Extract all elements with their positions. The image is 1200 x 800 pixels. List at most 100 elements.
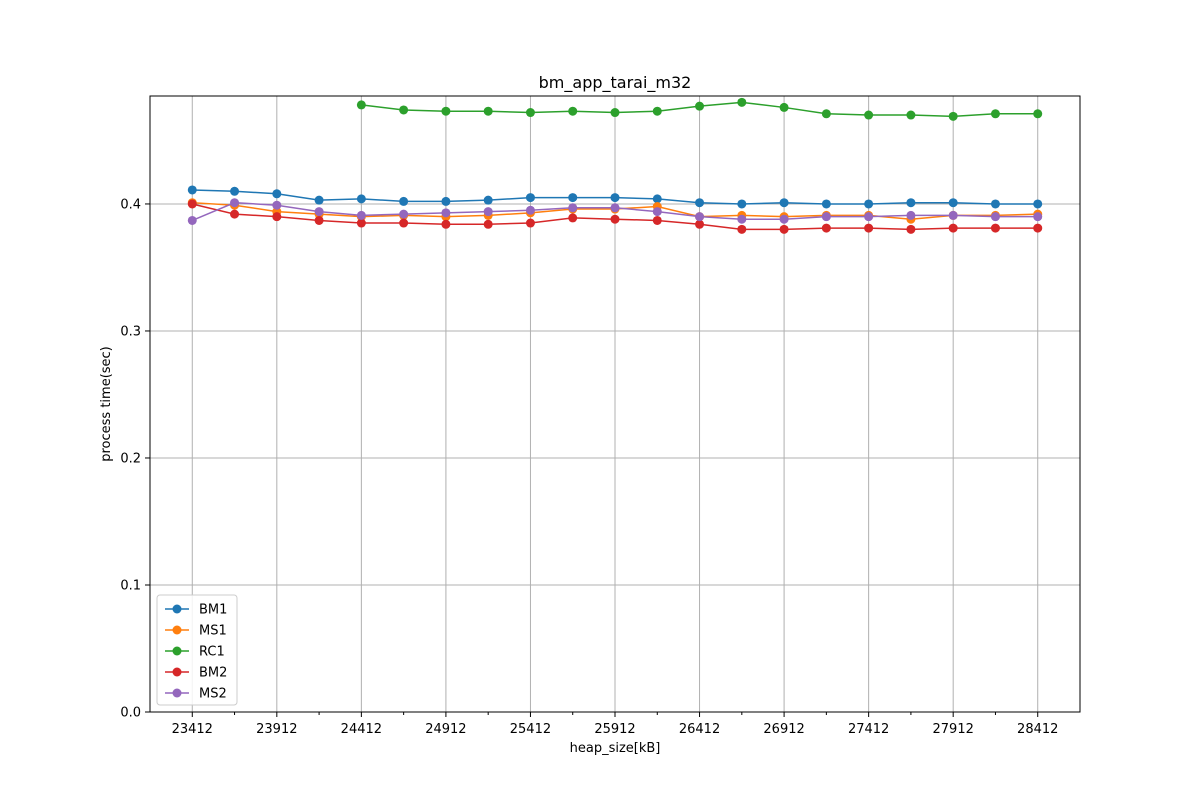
data-point [441,196,451,206]
x-tick-label: 25412 [510,722,551,737]
legend-item: MS1 [165,624,227,639]
data-point [525,108,535,118]
y-tick-label: 0.0 [120,706,141,721]
data-point [610,193,620,203]
data-point [525,193,535,203]
data-point [483,106,493,116]
legend-label: RC1 [199,645,225,660]
data-point [737,224,747,234]
y-tick-label: 0.4 [120,197,141,212]
data-point [399,105,409,115]
data-point [272,212,282,222]
data-point [1033,223,1043,233]
legend-marker [172,646,182,656]
data-point [610,214,620,224]
legend-item: RC1 [165,645,225,660]
data-point [990,199,1000,209]
data-point [525,218,535,228]
y-axis-ticks: 0.0 0.1 0.2 0.3 0.4 [120,197,150,721]
data-point [779,198,789,208]
chart-title: bm_app_tarai_m32 [539,73,692,93]
data-point [695,198,705,208]
data-point [1033,109,1043,119]
series-rc1 [356,97,1043,121]
y-tick-label: 0.1 [120,578,141,593]
x-tick-label: 27412 [848,722,889,737]
x-axis-ticks: 23412 23912 24412 24912 25412 25912 26412 26912… [172,712,1058,737]
data-point [737,214,747,224]
x-tick-label: 26412 [679,722,720,737]
legend-item: BM1 [165,603,227,618]
data-point [779,214,789,224]
data-point [314,195,324,205]
y-tick-label: 0.3 [120,324,141,339]
data-point [610,108,620,118]
data-point [314,207,324,217]
legend-marker [172,625,182,635]
x-tick-label: 25912 [594,722,635,737]
y-axis-label: process time(sec) [99,346,114,462]
data-point [272,189,282,199]
data-point [821,212,831,222]
data-point [568,193,578,203]
data-point [948,210,958,220]
data-point [864,199,874,209]
data-point [441,106,451,116]
data-point [652,194,662,204]
x-tick-label: 27912 [933,722,974,737]
data-point [441,208,451,218]
data-point [610,203,620,213]
x-axis-label: heap_size[kB] [570,741,661,756]
data-point [948,223,958,233]
legend-marker [172,604,182,614]
data-point [948,198,958,208]
legend-marker [172,667,182,677]
data-point [356,194,366,204]
data-point [906,210,916,220]
data-point [821,109,831,119]
data-point [399,209,409,219]
data-point [230,198,240,208]
data-point [230,209,240,219]
data-point [779,224,789,234]
data-point [695,219,705,229]
x-tick-label: 24412 [341,722,382,737]
data-point [1033,212,1043,222]
data-point [652,106,662,116]
data-point [314,215,324,225]
data-point [906,110,916,120]
data-point [1033,199,1043,209]
data-point [483,195,493,205]
series-ms2 [187,198,1043,225]
data-point [356,218,366,228]
legend-box [156,594,238,706]
data-point [821,199,831,209]
data-point [568,203,578,213]
data-point [990,109,1000,119]
x-tick-label: 23912 [256,722,297,737]
grid [150,96,1080,713]
data-point [525,205,535,215]
data-point [568,106,578,116]
data-point [652,207,662,217]
legend-label: MS2 [199,687,227,702]
data-point [864,110,874,120]
data-point [906,224,916,234]
data-point [652,215,662,225]
x-tick-label: 28412 [1017,722,1058,737]
legend-label: MS1 [199,624,227,639]
legend-marker [172,688,182,698]
data-point [399,218,409,228]
data-point [906,198,916,208]
data-point [441,219,451,229]
data-point [990,212,1000,222]
data-point [483,207,493,217]
legend-item: MS2 [165,687,227,702]
data-point [399,196,409,206]
data-point [695,101,705,111]
data-point [864,223,874,233]
data-point [272,200,282,210]
data-point [356,210,366,220]
x-tick-label: 24912 [425,722,466,737]
data-point [948,111,958,121]
